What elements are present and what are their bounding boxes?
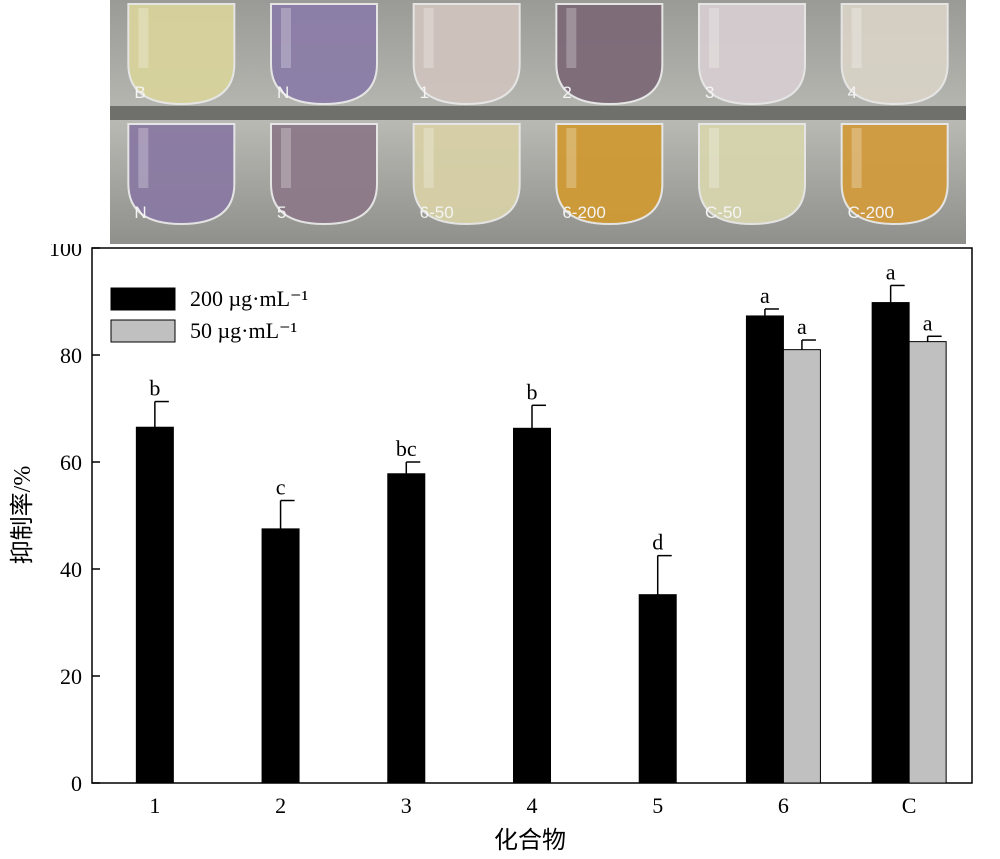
legend-swatch-200 [110,287,176,311]
x-tick-label-3: 3 [401,793,412,818]
x-tick-label-2: 2 [275,793,286,818]
sig-letter-4-series0: b [527,379,538,404]
x-tick-label-5: 5 [652,793,663,818]
tube-top-3: 2 [555,3,664,106]
y-tick-label-40: 40 [60,557,82,582]
bar-6-series1 [782,349,821,784]
tube-label-top-2: 1 [420,83,429,102]
bar-C-series1 [908,341,947,784]
x-tick-label-4: 4 [527,793,538,818]
legend-swatch-50 [110,319,176,343]
y-axis-title: 抑制率/% [9,466,36,565]
tube-bottom-5: C-200 [840,123,949,226]
tube-row-top: B N 1 2 3 4 [127,3,949,106]
y-axis: 0 20 40 60 80 100 [49,244,100,796]
bar-3-series0 [387,473,426,784]
tube-label-bottom-0: N [134,203,146,222]
y-tick-label-60: 60 [60,450,82,475]
tube-label-bottom-4: C-50 [705,203,742,222]
tube-bottom-0: N [127,123,236,226]
tube-label-bottom-3: 6-200 [562,203,605,222]
sig-letter-3-series0: bc [396,436,417,461]
y-tick-label-100: 100 [49,244,82,261]
tube-top-5: 4 [840,3,949,106]
tube-top-1: N [270,3,378,106]
tube-top-0: B [127,3,236,106]
tube-label-bottom-2: 6-50 [420,203,454,222]
y-tick-label-80: 80 [60,343,82,368]
sig-letter-6-series1: a [797,314,807,339]
x-axis: 1 2 3 4 5 6 C [149,775,916,818]
x-axis-title: 化合物 [494,827,566,854]
tube-photo: B N 1 2 3 4 N 5 6-50 6-200 C-50 C-200 [110,0,966,244]
tube-label-top-5: 4 [848,83,857,102]
x-tick-label-C: C [902,793,917,818]
tube-label-bottom-1: 5 [277,203,286,222]
tube-label-top-3: 2 [562,83,571,102]
sig-letter-6-series0: a [760,283,770,308]
legend-label-50: 50 µg·mL⁻¹ [190,318,297,343]
tube-label-top-1: N [277,83,289,102]
bar-C-series0 [871,302,910,784]
bar-1-series0 [135,426,174,784]
sig-letter-2-series0: c [276,475,286,500]
x-tick-label-1: 1 [149,793,160,818]
sig-letter-C-series1: a [923,310,933,335]
tube-row-bottom: N 5 6-50 6-200 C-50 C-200 [127,123,949,226]
bar-5-series0 [638,594,677,784]
tube-top-2: 1 [412,3,521,106]
tube-label-bottom-5: C-200 [848,203,894,222]
tube-bottom-2: 6-50 [412,123,521,226]
sig-letter-5-series0: d [652,530,663,555]
x-tick-label-6: 6 [778,793,789,818]
tube-label-top-0: B [134,83,145,102]
sig-letter-1-series0: b [149,376,160,401]
legend: 200 µg·mL⁻¹ 50 µg·mL⁻¹ [110,286,308,343]
bar-2-series0 [261,528,300,784]
tube-label-top-4: 3 [705,83,714,102]
tube-bottom-3: 6-200 [555,123,664,226]
tube-bottom-4: C-50 [698,123,806,226]
legend-label-200: 200 µg·mL⁻¹ [190,286,308,311]
sig-letter-C-series0: a [886,259,896,284]
tube-bottom-1: 5 [270,123,378,226]
y-tick-label-20: 20 [60,664,82,689]
tube-top-4: 3 [698,3,806,106]
bar-4-series0 [513,427,551,784]
bar-6-series0 [745,315,784,784]
y-tick-label-0: 0 [71,771,82,796]
